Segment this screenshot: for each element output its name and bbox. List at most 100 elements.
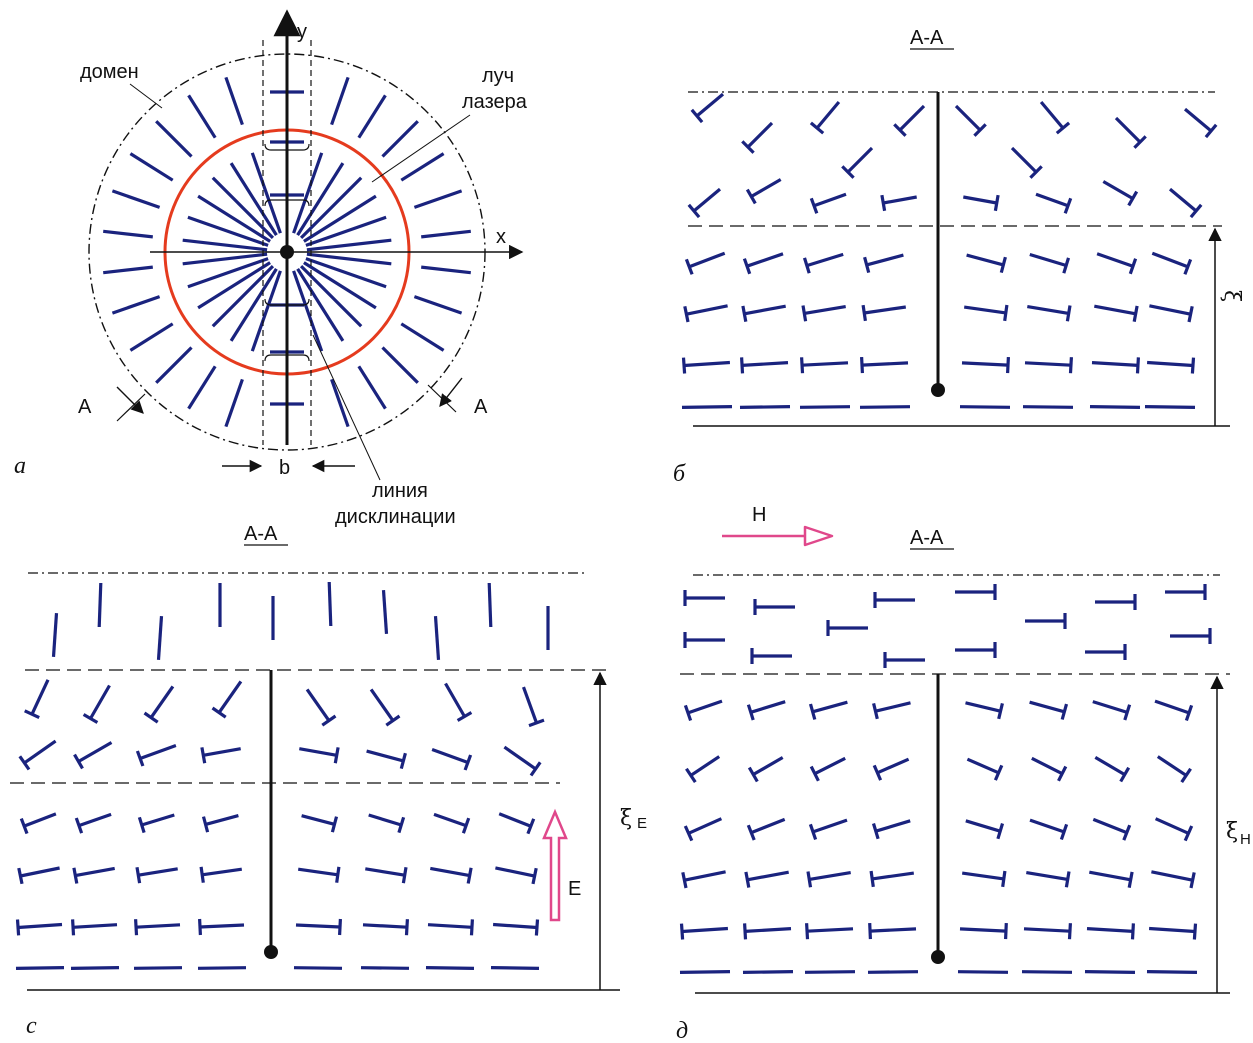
d-r5-c4 <box>957 970 1009 974</box>
radial-director-16-1 <box>129 152 174 182</box>
b-r1-c6 <box>1094 304 1139 322</box>
b-r2-c4 <box>961 357 1010 374</box>
c-mid-5 <box>369 688 401 727</box>
x-axis-label: x <box>496 226 506 248</box>
d-r2-c1 <box>746 817 786 841</box>
c-r1-c4 <box>297 866 341 883</box>
section-line-right <box>427 384 457 413</box>
c-mid-4 <box>305 688 337 727</box>
b-r0-c2 <box>802 252 844 274</box>
b-r1-c4 <box>963 304 1009 322</box>
radial-director-9-0 <box>229 268 278 342</box>
b-top-12 <box>809 192 847 214</box>
radial-director-10-1 <box>155 346 193 384</box>
c-mid-9 <box>73 741 113 770</box>
c-r0-c0 <box>19 812 57 835</box>
b-top-0 <box>690 92 725 124</box>
d-r1-c5 <box>1031 756 1068 782</box>
d-hor-2 <box>873 592 915 608</box>
c-vert-5 <box>327 581 333 627</box>
xi-sub-c: E <box>637 815 647 832</box>
radial-director-25-1 <box>400 152 445 182</box>
d-r5-c0 <box>679 970 731 974</box>
d-r0-c4 <box>965 701 1004 720</box>
d-r5-c3 <box>867 970 919 974</box>
c-r3-c6 <box>425 966 475 970</box>
c-mid-3 <box>211 680 243 719</box>
d-r4-c2 <box>805 923 854 940</box>
b-r2-c2 <box>800 357 849 374</box>
d-r2-c7 <box>1154 817 1194 842</box>
d-r2-c6 <box>1092 817 1132 841</box>
radial-director-5-0 <box>292 270 324 352</box>
radial-director-25-0 <box>303 194 377 243</box>
section-arrow-left <box>116 386 144 414</box>
b-r2-c3 <box>860 357 909 374</box>
b-top-9 <box>1010 146 1043 179</box>
d-hor-10 <box>883 652 925 668</box>
radial-director-15-0 <box>187 215 269 247</box>
b-r2-c5 <box>1024 357 1073 374</box>
radial-director-13-0 <box>182 252 268 266</box>
c-r0-c3 <box>201 814 239 833</box>
radial-director-1-1 <box>413 295 463 315</box>
b-r1-c7 <box>1149 304 1194 323</box>
radial-director-1-0 <box>305 257 387 289</box>
radial-director-13-1 <box>103 265 153 275</box>
b-r3-c1 <box>739 405 791 409</box>
b-top-13 <box>880 194 917 212</box>
d-r3-c5 <box>1026 871 1071 888</box>
section-label-right: A <box>474 396 488 418</box>
b-r1-c5 <box>1027 305 1072 322</box>
c-vert-6 <box>381 589 389 635</box>
b-r3-c7 <box>1144 405 1196 409</box>
radial-director-12-0 <box>187 257 269 289</box>
d-r1-c2 <box>809 756 846 782</box>
b-r0-c6 <box>1096 252 1138 275</box>
radial-director-27-0 <box>306 238 392 252</box>
radial-director-field <box>103 76 471 428</box>
disclination-label-2: дисклинации <box>335 506 456 528</box>
director-field-c <box>15 581 550 970</box>
section-title-d: A-A <box>910 527 944 549</box>
caption-a: a <box>14 453 26 479</box>
d-hor-6 <box>1165 584 1207 600</box>
radial-director-23-0 <box>296 162 345 236</box>
d-hor-1 <box>753 599 795 615</box>
d-r0-c3 <box>872 701 911 720</box>
c-r2-c4 <box>295 918 342 936</box>
disclination-point-d <box>931 950 945 964</box>
b-r1-c2 <box>801 305 846 322</box>
c-r2-c3 <box>198 918 245 936</box>
xi-label-c: ξ <box>620 806 632 831</box>
radial-director-18-0 <box>229 162 278 236</box>
d-r4-c3 <box>868 923 917 940</box>
c-mid-6 <box>444 682 473 722</box>
xi-label-b: ξ <box>1219 290 1244 302</box>
d-hor-11 <box>955 642 997 658</box>
d-r4-c6 <box>1086 923 1135 940</box>
d-hor-3 <box>955 584 997 600</box>
b-r3-c6 <box>1089 405 1141 409</box>
radial-director-10-0 <box>211 264 275 328</box>
d-r5-c5 <box>1021 970 1073 974</box>
d-r1-c7 <box>1156 755 1192 783</box>
c-mid-1 <box>82 684 111 724</box>
b-r3-c2 <box>799 405 851 409</box>
d-hor-4 <box>1025 613 1067 629</box>
radial-director-16-0 <box>197 194 271 243</box>
c-mid-7 <box>521 686 545 728</box>
radial-director-26-0 <box>305 215 387 247</box>
c-mid-14 <box>431 747 473 771</box>
radial-director-4-1 <box>357 365 387 410</box>
c-r0-c2 <box>137 813 175 834</box>
radial-director-8-0 <box>250 270 282 352</box>
d-r4-c5 <box>1023 923 1072 940</box>
disclination-point-b <box>931 383 945 397</box>
d-r1-c3 <box>872 757 910 781</box>
d-r3-c6 <box>1089 870 1134 888</box>
d-r3-c7 <box>1151 870 1196 889</box>
b-top-5 <box>1039 100 1071 135</box>
radial-director-0-1 <box>421 265 471 275</box>
b-r2-c6 <box>1091 357 1140 374</box>
